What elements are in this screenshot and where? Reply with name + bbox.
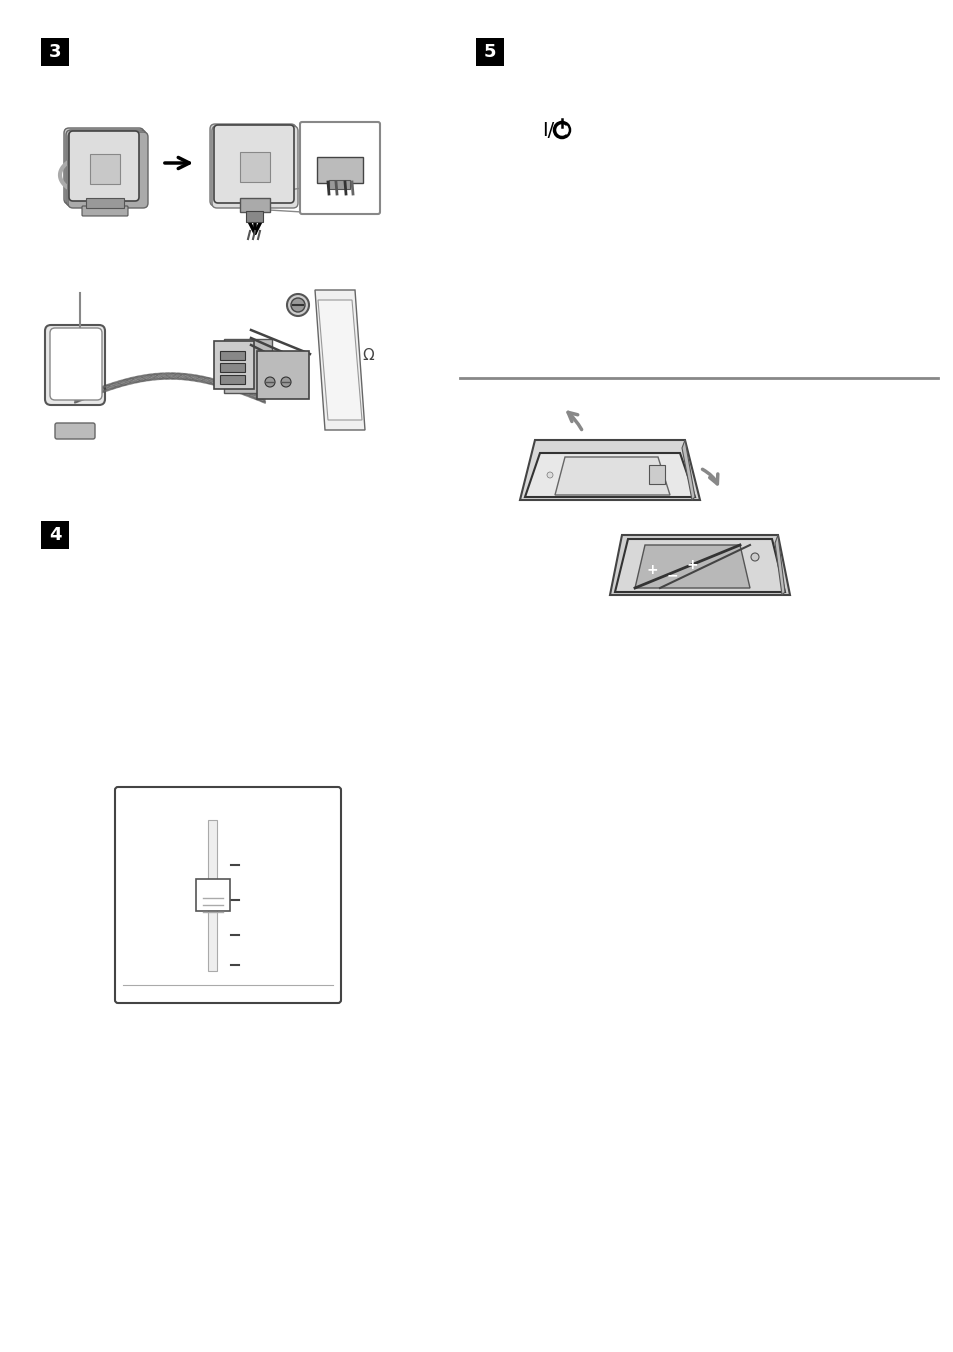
FancyBboxPatch shape — [220, 375, 245, 384]
Text: 4: 4 — [49, 526, 61, 544]
FancyBboxPatch shape — [220, 362, 245, 372]
Circle shape — [546, 472, 553, 479]
Polygon shape — [681, 439, 695, 500]
Text: I/: I/ — [541, 120, 554, 139]
FancyBboxPatch shape — [41, 521, 69, 549]
Text: −: − — [665, 568, 677, 581]
Polygon shape — [555, 457, 669, 495]
Text: Ω: Ω — [362, 347, 374, 362]
Circle shape — [750, 553, 759, 561]
FancyBboxPatch shape — [476, 38, 503, 66]
Circle shape — [291, 297, 305, 312]
FancyBboxPatch shape — [329, 180, 350, 188]
Polygon shape — [317, 300, 361, 420]
FancyBboxPatch shape — [82, 206, 128, 216]
FancyBboxPatch shape — [212, 126, 297, 208]
FancyBboxPatch shape — [240, 197, 270, 212]
Text: +: + — [685, 558, 697, 572]
Circle shape — [287, 293, 309, 316]
Polygon shape — [314, 289, 365, 430]
FancyBboxPatch shape — [69, 131, 139, 201]
FancyBboxPatch shape — [68, 132, 148, 208]
FancyBboxPatch shape — [210, 124, 295, 206]
FancyBboxPatch shape — [66, 130, 146, 206]
Text: 5: 5 — [483, 43, 496, 61]
Polygon shape — [524, 453, 695, 498]
FancyBboxPatch shape — [213, 341, 253, 389]
FancyBboxPatch shape — [115, 787, 340, 1003]
Polygon shape — [615, 539, 784, 592]
Circle shape — [554, 122, 569, 138]
Circle shape — [281, 377, 291, 387]
FancyBboxPatch shape — [224, 339, 272, 393]
Polygon shape — [519, 439, 700, 500]
Circle shape — [265, 377, 274, 387]
Text: +: + — [645, 562, 658, 577]
FancyBboxPatch shape — [195, 879, 230, 911]
FancyBboxPatch shape — [213, 124, 294, 203]
FancyBboxPatch shape — [55, 423, 95, 439]
Polygon shape — [609, 535, 789, 595]
FancyBboxPatch shape — [86, 197, 124, 208]
FancyBboxPatch shape — [256, 352, 309, 399]
FancyBboxPatch shape — [50, 329, 102, 400]
FancyBboxPatch shape — [246, 211, 263, 222]
FancyBboxPatch shape — [90, 154, 120, 184]
Polygon shape — [774, 535, 784, 595]
FancyBboxPatch shape — [316, 157, 363, 183]
FancyBboxPatch shape — [649, 465, 665, 484]
FancyBboxPatch shape — [45, 324, 105, 406]
Polygon shape — [635, 545, 749, 588]
FancyBboxPatch shape — [209, 819, 217, 971]
Text: 3: 3 — [49, 43, 61, 61]
FancyBboxPatch shape — [41, 38, 69, 66]
FancyBboxPatch shape — [299, 122, 379, 214]
FancyBboxPatch shape — [64, 128, 144, 204]
FancyBboxPatch shape — [220, 350, 245, 360]
FancyBboxPatch shape — [240, 151, 270, 183]
